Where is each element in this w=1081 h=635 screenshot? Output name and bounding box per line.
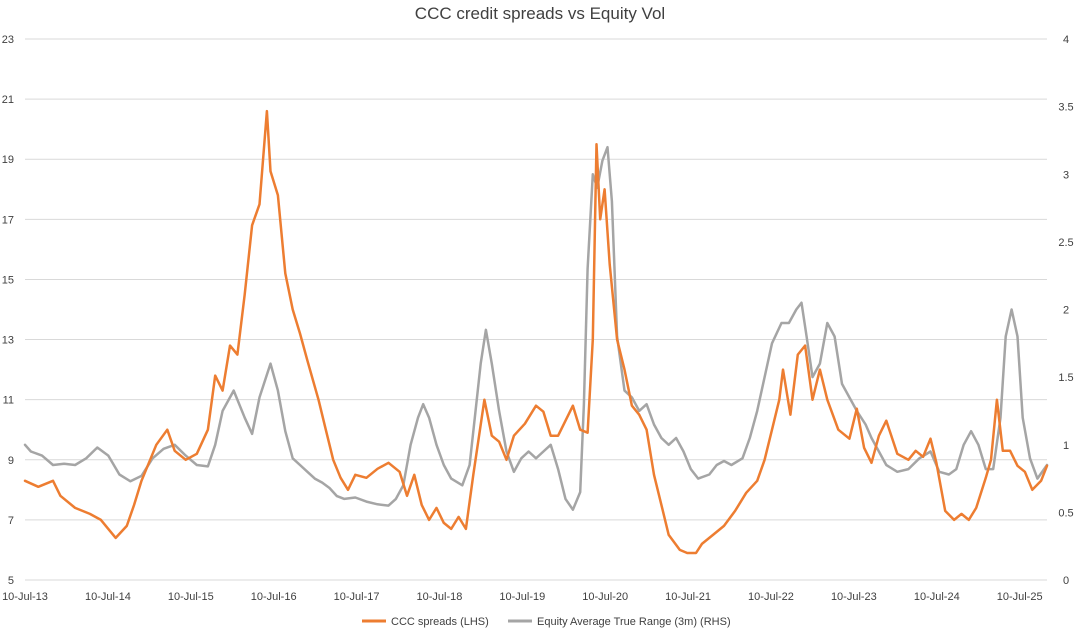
y-right-tick-label: 2: [1063, 305, 1069, 317]
x-tick-label: 10-Jul-13: [2, 591, 48, 603]
y-right-tick-label: 0.5: [1058, 507, 1073, 519]
legend-label-ccc-spreads: CCC spreads (LHS): [391, 616, 489, 628]
y-left-tick-label: 11: [3, 395, 14, 407]
x-tick-label: 10-Jul-23: [831, 591, 877, 603]
chart-title: CCC credit spreads vs Equity Vol: [415, 4, 665, 23]
legend-label-equity-atr: Equity Average True Range (3m) (RHS): [537, 616, 731, 628]
x-tick-label: 10-Jul-24: [914, 591, 960, 603]
series-line-ccc-spreads: [23, 109, 1049, 555]
x-tick-label: 10-Jul-21: [665, 591, 711, 603]
y-left-tick-label: 19: [2, 154, 14, 166]
x-tick-label: 10-Jul-19: [499, 591, 545, 603]
y-left-tick-label: 23: [2, 34, 14, 46]
y-right-tick-label: 1.5: [1058, 372, 1073, 384]
y-right-tick-label: 3.5: [1058, 102, 1073, 114]
y-left-tick-label: 15: [2, 274, 14, 286]
y-right-tick-label: 0: [1063, 575, 1069, 587]
legend: CCC spreads (LHS) Equity Average True Ra…: [362, 616, 731, 628]
x-tick-label: 10-Jul-22: [748, 591, 794, 603]
x-axis: 10-Jul-13 10-Jul-14 10-Jul-15 10-Jul-16 10-J…: [2, 591, 1043, 603]
y-right-tick-label: 4: [1063, 34, 1069, 46]
y-left-tick-label: 7: [8, 515, 14, 527]
y-axis-right: 0 0.5 1 1.5 2 2.5 3 3.5 4: [1058, 34, 1073, 587]
x-tick-label: 10-Jul-14: [85, 591, 131, 603]
x-tick-label: 10-Jul-20: [582, 591, 628, 603]
x-tick-label: 10-Jul-25: [997, 591, 1043, 603]
y-left-tick-label: 21: [2, 94, 14, 106]
y-left-tick-label: 13: [2, 335, 14, 347]
y-left-tick-label: 5: [8, 575, 14, 587]
y-right-tick-label: 3: [1063, 169, 1069, 181]
x-tick-label: 10-Jul-16: [251, 591, 297, 603]
x-tick-label: 10-Jul-17: [334, 591, 380, 603]
series-lines: [23, 109, 1049, 555]
y-axis-left: 5 7 9 11 13 15 17 19 21 23: [2, 34, 14, 587]
y-left-tick-label: 17: [2, 214, 14, 226]
y-right-tick-label: 2.5: [1058, 237, 1073, 249]
x-tick-label: 10-Jul-18: [417, 591, 463, 603]
gridlines: [25, 38, 1047, 581]
x-tick-label: 10-Jul-15: [168, 591, 214, 603]
y-right-tick-label: 1: [1063, 440, 1069, 452]
y-left-tick-label: 9: [8, 455, 14, 467]
